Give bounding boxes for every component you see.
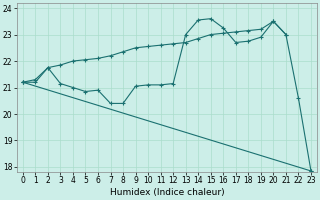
X-axis label: Humidex (Indice chaleur): Humidex (Indice chaleur): [109, 188, 224, 197]
